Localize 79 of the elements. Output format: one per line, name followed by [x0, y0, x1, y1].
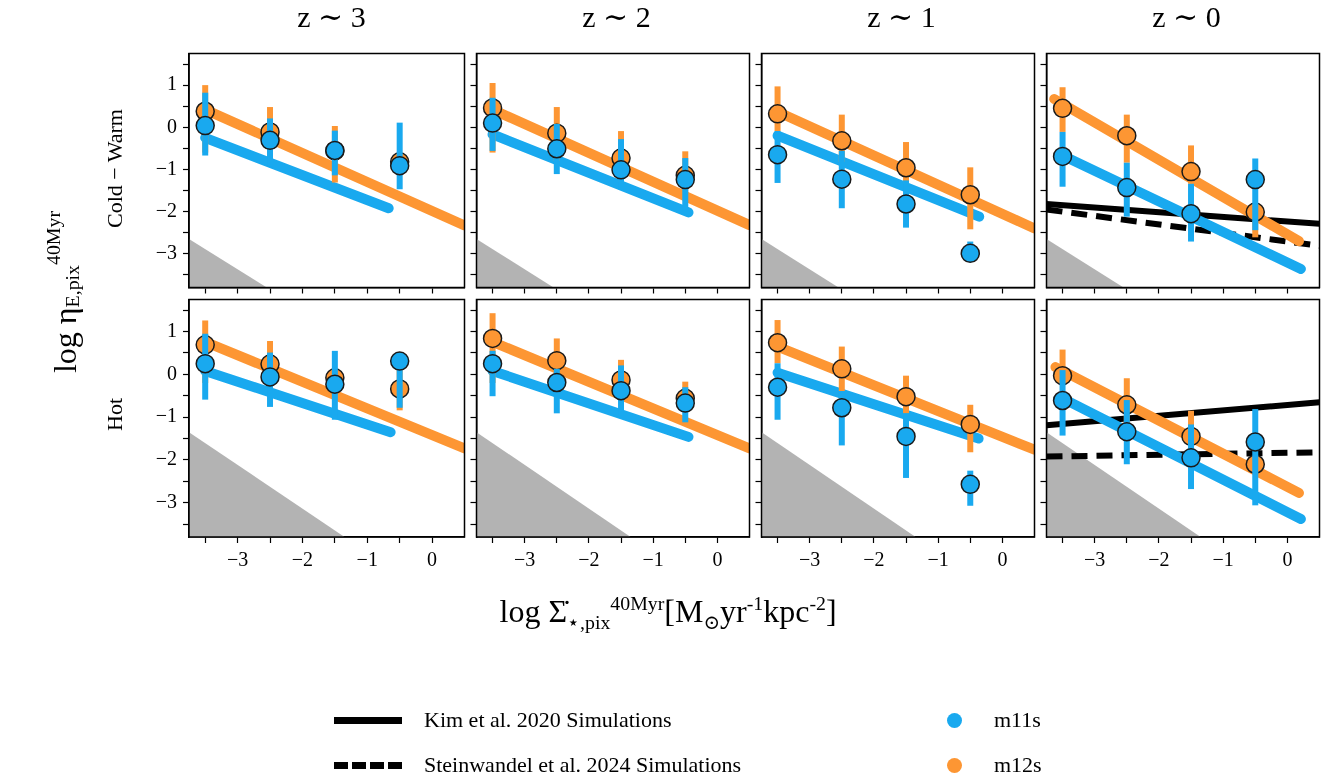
point [482, 113, 503, 133]
x-tick-label: −2 [1148, 548, 1170, 571]
point [960, 184, 981, 205]
point [1117, 125, 1137, 146]
x-tick-label: −2 [863, 548, 885, 571]
point [1245, 169, 1266, 190]
y-tick-label: −2 [155, 198, 177, 221]
point [260, 130, 280, 151]
point [482, 328, 503, 349]
x-tick-label: −1 [927, 548, 949, 571]
point [767, 144, 788, 165]
point [896, 426, 916, 447]
x-tick-label: 0 [427, 548, 438, 571]
point [611, 160, 631, 180]
x-tick-label: −3 [514, 548, 536, 571]
point [896, 158, 916, 178]
point [195, 353, 215, 374]
x-tick-label: −3 [226, 548, 249, 571]
point [1181, 203, 1201, 224]
chart-title: z ∼ 1 [866, 0, 937, 34]
point [1117, 177, 1137, 198]
y-tick-label: 1 [167, 318, 177, 341]
point [547, 372, 567, 393]
point [1052, 146, 1073, 167]
point [260, 367, 280, 387]
point [960, 243, 981, 264]
x-tick-label: −1 [642, 548, 664, 571]
y-tick-label: −3 [155, 490, 177, 513]
x-tick-label: −3 [1084, 548, 1106, 571]
point [767, 377, 788, 397]
point [611, 380, 631, 401]
x-tick-label: −2 [291, 548, 314, 571]
y-tick-label: −3 [155, 241, 177, 264]
legend-label: m12s [994, 752, 1042, 778]
point [1052, 390, 1073, 411]
point [832, 169, 852, 189]
x-tick-label: −1 [356, 548, 378, 571]
point [675, 393, 696, 413]
point [1245, 432, 1266, 452]
point [1181, 448, 1201, 468]
y-axis-title: Cold − Warm [101, 108, 128, 228]
legend-label: Kim et al. 2020 Simulations [424, 707, 672, 733]
x-tick-label: −2 [578, 548, 600, 571]
point [482, 353, 503, 374]
x-tick-label: 0 [712, 548, 723, 571]
y-tick-label: 1 [167, 72, 177, 95]
point [325, 374, 345, 394]
point [195, 115, 215, 136]
x-tick-label: −3 [799, 548, 821, 571]
chart-title: z ∼ 2 [581, 0, 652, 34]
y-tick-label: −1 [155, 404, 177, 427]
chart-title: z ∼ 3 [296, 0, 367, 34]
point [767, 332, 788, 353]
point [832, 131, 852, 151]
point [832, 359, 852, 379]
x-tick-label: 0 [997, 548, 1008, 571]
point [767, 104, 788, 124]
y-tick-label: 0 [167, 361, 177, 384]
text: log Σ̇$_{⋆,pix}$$^{40Myr}$[M$_{⊙}$yr$^{-1}$kpc$^{-2}$] [499, 591, 837, 633]
y-axis-title: Hot [101, 397, 128, 431]
point [1052, 98, 1073, 119]
y-tick-label: −2 [155, 447, 177, 470]
y-tick-label: −1 [155, 156, 177, 179]
chart-title: z ∼ 0 [1151, 0, 1222, 34]
point [547, 139, 567, 159]
point [896, 386, 916, 407]
x-tick-label: 0 [1282, 548, 1293, 571]
point [1181, 161, 1201, 182]
point [547, 350, 567, 371]
y-tick-label: 0 [167, 114, 177, 137]
point [960, 414, 981, 435]
legend-label: Steinwandel et al. 2024 Simulations [424, 752, 742, 778]
point [1117, 421, 1137, 442]
point [896, 194, 916, 214]
point [389, 351, 410, 371]
legend-label: m11s [994, 707, 1041, 733]
x-tick-label: −1 [1212, 548, 1234, 571]
point [832, 398, 852, 418]
point [960, 474, 981, 495]
